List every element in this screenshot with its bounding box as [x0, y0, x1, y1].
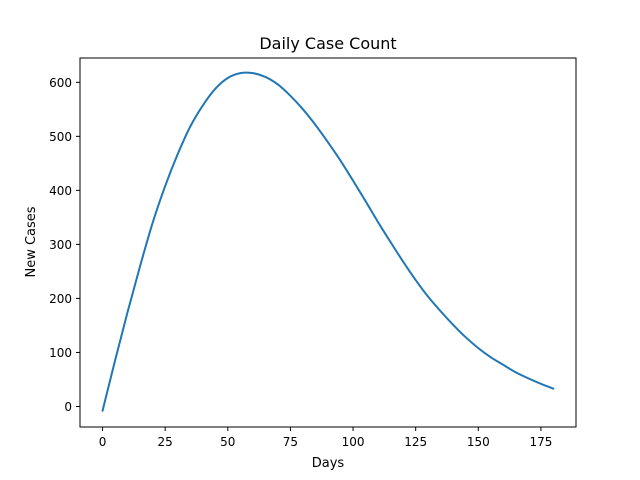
x-tick-label: 175	[529, 435, 552, 449]
y-tick-label: 100	[49, 346, 72, 360]
x-tick-label: 150	[467, 435, 490, 449]
x-tick-label: 50	[220, 435, 235, 449]
y-tick-label: 500	[49, 130, 72, 144]
x-axis-label: Days	[312, 456, 345, 471]
x-axis-ticks: 0 25 50 75 100 125 150 175	[99, 427, 552, 449]
y-tick-label: 200	[49, 292, 72, 306]
y-axis-ticks: 0 100 200 300 400 500 600	[49, 76, 80, 414]
x-tick-label: 100	[342, 435, 365, 449]
series-line	[101, 71, 555, 412]
y-axis-label: New Cases	[24, 206, 39, 277]
y-tick-label: 0	[64, 400, 72, 414]
x-tick-label: 125	[404, 435, 427, 449]
y-tick-label: 300	[49, 238, 72, 252]
plot-area	[101, 71, 555, 412]
y-tick-label: 600	[49, 76, 72, 90]
plot-frame	[79, 57, 577, 428]
y-tick-label: 400	[49, 184, 72, 198]
x-tick-label: 75	[283, 435, 298, 449]
x-tick-label: 25	[158, 435, 173, 449]
x-tick-label: 0	[99, 435, 107, 449]
chart-title: Daily Case Count	[259, 34, 396, 53]
